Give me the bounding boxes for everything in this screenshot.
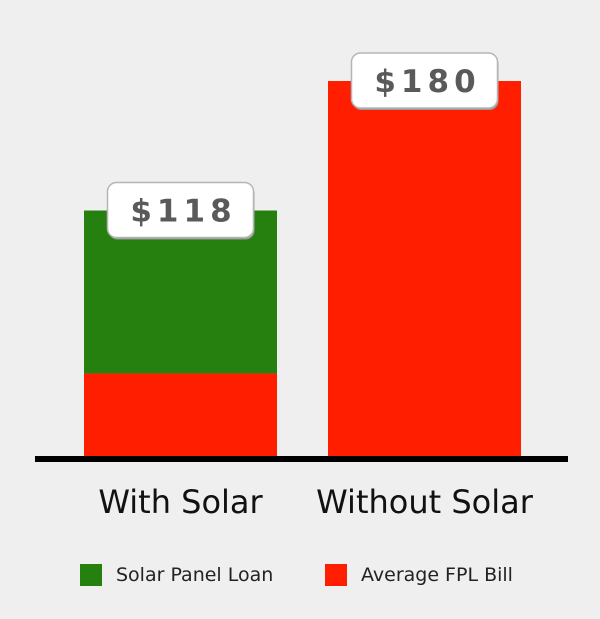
legend-label-average-fpl-bill: Average FPL Bill [361, 564, 513, 586]
x-tick-label-with-solar: With Solar [98, 483, 263, 521]
bar-with-solar-average-fpl-bill [84, 373, 277, 457]
data-label-with-solar: $118 [130, 194, 236, 230]
x-axis-line [35, 456, 568, 462]
x-tick-labels-group: With Solar Without Solar [98, 483, 533, 521]
data-labels-group: $118 $180 [106, 52, 499, 240]
data-label-without-solar: $180 [374, 64, 480, 100]
legend: Solar Panel Loan Average FPL Bill [0, 562, 600, 588]
bar-without-solar-average-fpl-bill [328, 81, 521, 457]
x-tick-label-without-solar: Without Solar [316, 483, 534, 521]
legend-swatch-average-fpl-bill [325, 564, 347, 586]
legend-swatch-solar-panel-loan [80, 564, 102, 586]
legend-item-solar-panel-loan: Solar Panel Loan [80, 562, 273, 588]
data-label-box [350, 52, 499, 109]
legend-item-average-fpl-bill: Average FPL Bill [325, 562, 513, 588]
legend-label-solar-panel-loan: Solar Panel Loan [116, 564, 274, 586]
data-label-box [106, 181, 255, 239]
